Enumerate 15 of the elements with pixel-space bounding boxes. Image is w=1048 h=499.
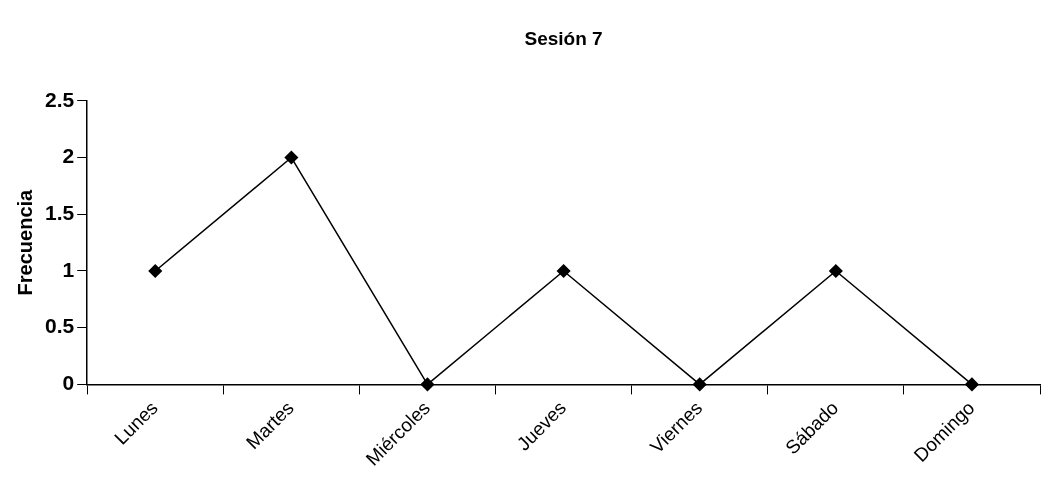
chart-title: Sesión 7 <box>524 27 603 49</box>
y-axis-title: Frecuencia <box>13 188 36 296</box>
y-tick-label: 0 <box>62 371 75 395</box>
y-tick-label: 2.5 <box>44 87 75 111</box>
point <box>284 150 299 165</box>
y-tick-label: 0.5 <box>44 314 75 338</box>
y-tick-label: 1 <box>62 257 75 281</box>
point <box>829 264 843 278</box>
y-tick-label: 1.5 <box>44 201 75 225</box>
point <box>148 264 162 278</box>
point <box>692 377 707 392</box>
point <box>556 264 571 278</box>
point <box>420 377 435 392</box>
y-tick-label: 2 <box>62 144 75 168</box>
point <box>965 377 979 392</box>
